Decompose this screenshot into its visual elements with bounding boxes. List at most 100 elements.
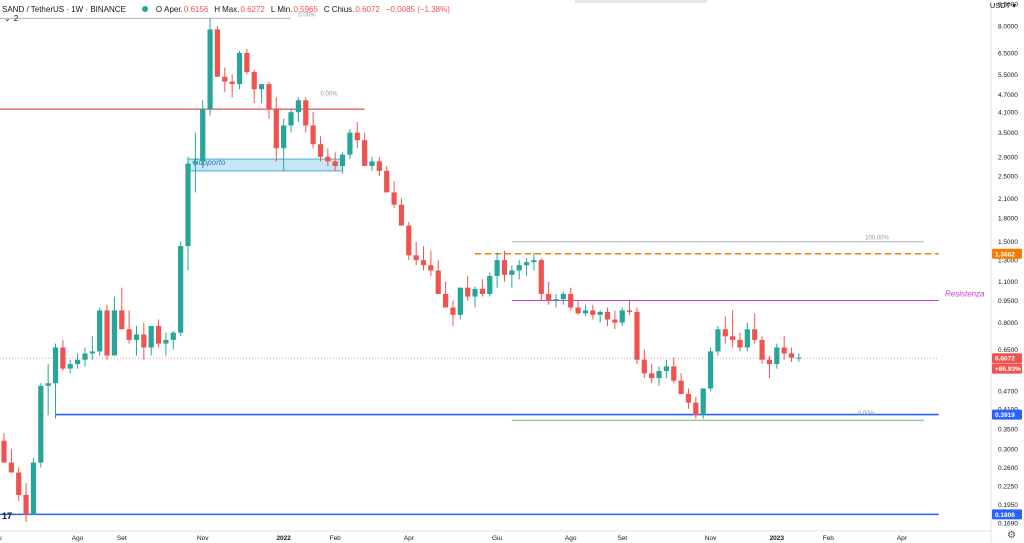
time-tick-label: Ago	[72, 535, 84, 542]
open-value: 0.6156	[183, 4, 209, 14]
price-tick-label: 0.1690	[998, 520, 1018, 527]
candle-body	[155, 325, 162, 344]
candle-body	[52, 347, 59, 384]
candle-body	[457, 287, 463, 315]
candle-body	[200, 109, 206, 162]
candle-body	[60, 347, 66, 369]
candle-body	[222, 76, 228, 82]
candle-body	[30, 462, 37, 515]
candle-body	[119, 310, 125, 330]
candle-body	[413, 255, 419, 261]
candle-body	[8, 462, 14, 473]
time-tick-label: Feb	[330, 535, 342, 542]
candle-body	[236, 52, 243, 85]
price-tick-label: 0.3500	[998, 427, 1018, 434]
candle-body	[67, 364, 73, 369]
fib-level-label: 100.00%	[865, 236, 889, 242]
candle-body	[641, 359, 647, 374]
time-tick-label: 2022	[276, 535, 291, 542]
candle-body	[75, 359, 81, 365]
candle-body	[104, 310, 110, 356]
candle-body	[435, 270, 441, 294]
candle-body	[546, 293, 552, 301]
high-label: H	[214, 4, 221, 14]
price-badge	[992, 509, 1022, 520]
candle-body	[97, 310, 103, 352]
candle-body	[406, 225, 412, 256]
time-tick-label: 2023	[770, 535, 785, 542]
candle-body	[649, 373, 655, 379]
high-text: Max.	[222, 4, 240, 14]
fib-level-label: 0.00%	[858, 411, 876, 417]
candle-body	[89, 351, 95, 354]
price-badge-label: 0.6072	[995, 356, 1015, 363]
candle-body	[781, 347, 787, 354]
candle-body	[244, 52, 250, 73]
candle-body	[273, 109, 279, 149]
price-badge	[992, 409, 1022, 420]
price-tick-label: 0.1950	[998, 502, 1018, 509]
candle-body	[730, 336, 736, 340]
candle-body	[465, 287, 471, 297]
chevron-down-icon: ⌄	[4, 14, 11, 23]
candle-body	[501, 260, 508, 275]
candle-body	[207, 29, 213, 110]
candle-body	[590, 310, 596, 315]
candle-body	[766, 359, 773, 365]
close-label: C	[323, 4, 330, 14]
open-text: Aper.	[164, 4, 183, 14]
candle-body	[303, 100, 309, 126]
price-badge-label: +86.93%	[995, 366, 1021, 373]
price-tick-label: 4.1000	[998, 110, 1018, 117]
price-tick-label: 0.8000	[998, 320, 1018, 327]
price-tick-label: 2.9000	[998, 154, 1018, 161]
candle-body	[185, 163, 191, 247]
price-tick-label: 0.2600	[998, 465, 1018, 472]
price-badge	[992, 353, 1022, 364]
indicator-count: 2	[13, 14, 19, 23]
candle-body	[759, 339, 765, 360]
fib-level-label: 0.00%	[320, 91, 338, 97]
currency-selector[interactable]: USDT ▾	[990, 1, 1016, 10]
candle-body	[141, 334, 147, 348]
candle-body	[178, 246, 184, 333]
open-label: O	[155, 4, 163, 14]
candle-body	[347, 132, 353, 155]
price-badge	[992, 248, 1022, 259]
candle-body	[796, 357, 802, 359]
candle-body	[671, 366, 677, 381]
candle-body	[752, 329, 758, 340]
candle-body	[214, 29, 221, 77]
candle-body	[398, 204, 405, 226]
price-tick-label: 1.3000	[998, 258, 1018, 265]
candle-body	[634, 311, 640, 360]
close-text: Chius.	[331, 4, 355, 14]
price-badge-label: 1.3662	[995, 251, 1015, 258]
price-tick-label: 0.4700	[998, 389, 1018, 396]
top-panel-edge	[575, 0, 707, 3]
candle-body	[354, 132, 360, 141]
candle-body	[384, 170, 390, 193]
symbol-title[interactable]: SAND / TetherUS · 1W · BINANCE	[2, 4, 126, 14]
candle-body	[685, 393, 692, 403]
candle-body	[722, 329, 728, 337]
price-tick-label: 1.1000	[998, 279, 1018, 286]
time-tick-label: Apr	[404, 535, 415, 542]
candle-body	[707, 351, 714, 389]
market-status-icon	[141, 6, 148, 12]
candle-body	[23, 494, 29, 515]
candle-body	[582, 310, 589, 314]
price-tick-label: 2.5000	[998, 173, 1018, 180]
time-tick-label: Feb	[823, 535, 835, 542]
candle-body	[148, 325, 154, 348]
candle-body	[693, 402, 699, 416]
gear-icon[interactable]: ⚙	[1007, 530, 1016, 541]
resistance-label: Resistenza	[945, 290, 985, 299]
candle-body	[251, 72, 257, 90]
tradingview-logo-icon: 17	[2, 511, 13, 521]
candle-body	[369, 161, 375, 167]
indicators-toggle[interactable]: ⌄ 2	[4, 14, 18, 23]
candle-body	[575, 307, 581, 314]
low-text: Min.	[277, 4, 293, 14]
